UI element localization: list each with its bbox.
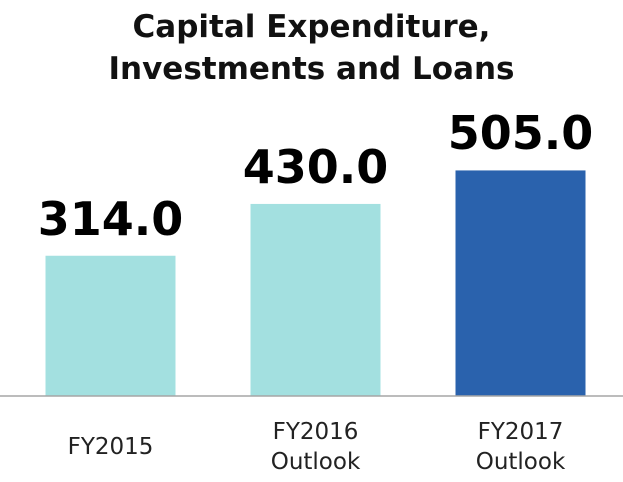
x-tick-label: FY2016 Outlook: [270, 419, 361, 475]
value-label: 314.0: [37, 191, 184, 246]
value-label: 505.0: [447, 106, 594, 161]
bar: [250, 203, 381, 396]
bar: [455, 170, 586, 396]
x-tick-label: FY2015: [67, 434, 154, 460]
chart-title: Capital Expenditure, Investments and Loa…: [108, 9, 515, 87]
x-tick-label: FY2017 Outlook: [475, 419, 566, 475]
value-label: 430.0: [242, 139, 389, 194]
bar: [45, 255, 176, 396]
